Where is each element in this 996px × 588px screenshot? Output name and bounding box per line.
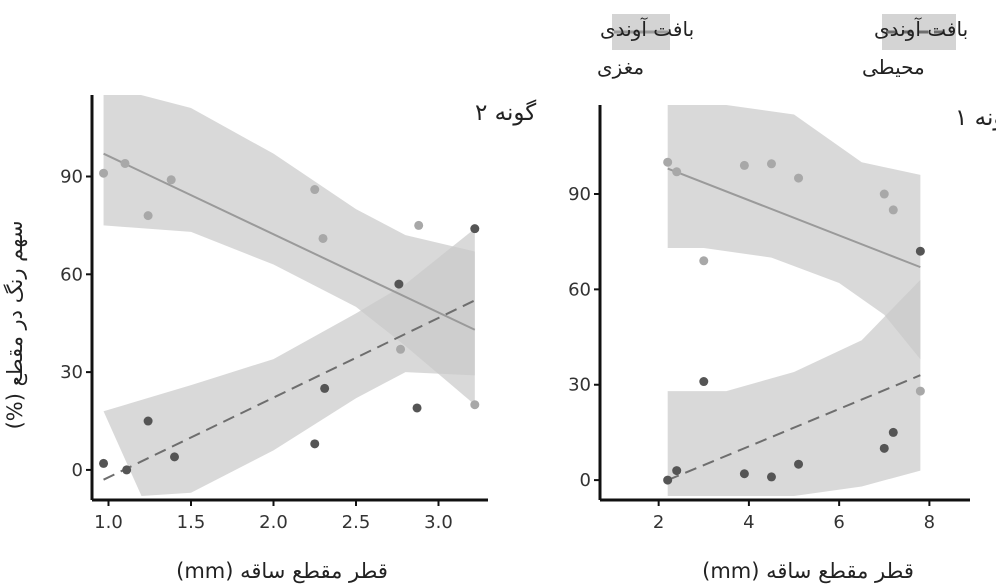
data-point-peripheral xyxy=(394,279,404,289)
data-point-peripheral xyxy=(699,377,709,387)
fit-line-peripheral xyxy=(667,374,921,482)
fit-line-peripheral xyxy=(103,299,476,481)
data-point-peripheral xyxy=(99,458,109,468)
data-point-medullary xyxy=(396,344,406,354)
data-point-medullary xyxy=(414,220,424,230)
x-tick-label: 1.0 xyxy=(94,512,123,533)
data-point-peripheral xyxy=(663,475,673,485)
y-tick-label: 90 xyxy=(568,184,591,205)
confidence-band-medullary xyxy=(667,105,921,360)
legend-label-peripheral-line1: بافت آوندی xyxy=(874,16,968,41)
y-tick-label: 90 xyxy=(60,167,83,188)
data-point-peripheral xyxy=(122,465,132,475)
data-point-peripheral xyxy=(470,224,480,234)
data-point-peripheral xyxy=(879,443,889,453)
x-axis-label-species-2: قطر مقطع ساقه (mm) xyxy=(176,559,388,583)
y-tick-label: 0 xyxy=(580,470,591,491)
data-point-medullary xyxy=(672,167,682,177)
y-tick-label: 30 xyxy=(568,375,591,396)
data-point-peripheral xyxy=(888,427,898,437)
panel-species-2: 0 30 60 90 1.0 1.5 2.0 2.5 3.0 xyxy=(60,95,488,533)
x-tick-label: 2.0 xyxy=(259,512,288,533)
data-point-medullary xyxy=(879,189,889,199)
panel-title-species-1: گونه ۱ xyxy=(955,104,996,131)
fit-line-medullary xyxy=(103,152,476,331)
data-point-medullary xyxy=(739,160,749,170)
x-tick-label: 8 xyxy=(924,512,935,533)
data-point-medullary xyxy=(99,168,109,178)
data-point-medullary xyxy=(663,157,673,167)
legend: بافت آوندی مغزی بافت آوندی محیطی xyxy=(597,14,968,79)
y-tick-label: 60 xyxy=(568,279,591,300)
data-point-peripheral xyxy=(672,466,682,476)
y-axis-label: سهم رنگ در مقطع (%) xyxy=(3,221,28,430)
legend-label-medullary-line1: بافت آوندی xyxy=(600,16,694,41)
legend-label-medullary-line2: مغزی xyxy=(597,55,644,79)
data-point-medullary xyxy=(915,386,925,396)
data-point-medullary xyxy=(143,211,153,221)
data-point-medullary xyxy=(888,205,898,215)
y-tick-label: 0 xyxy=(72,460,83,481)
data-point-medullary xyxy=(120,158,130,168)
x-tick-label: 4 xyxy=(743,512,754,533)
plot-area xyxy=(663,105,925,496)
data-point-medullary xyxy=(794,173,804,183)
x-axis-label-species-1: قطر مقطع ساقه (mm) xyxy=(702,559,914,583)
data-point-peripheral xyxy=(739,469,749,479)
legend-label-peripheral-line2: محیطی xyxy=(862,55,925,79)
data-point-medullary xyxy=(699,256,709,266)
data-point-medullary xyxy=(470,400,480,410)
plot-area xyxy=(99,95,480,496)
data-point-peripheral xyxy=(412,403,422,413)
x-tick-label: 3.0 xyxy=(424,512,453,533)
panel-title-species-2: گونه ۲ xyxy=(475,99,536,126)
data-point-peripheral xyxy=(320,383,330,393)
data-point-peripheral xyxy=(170,452,179,462)
confidence-band-peripheral xyxy=(667,279,921,496)
data-point-peripheral xyxy=(915,246,925,256)
y-tick-label: 30 xyxy=(60,362,83,383)
data-point-peripheral xyxy=(794,459,804,469)
data-point-medullary xyxy=(310,185,320,195)
data-point-medullary xyxy=(166,175,176,185)
y-tick-label: 60 xyxy=(60,264,83,285)
fit-line-medullary xyxy=(667,167,921,269)
data-point-peripheral xyxy=(143,416,153,426)
data-point-peripheral xyxy=(766,472,776,482)
confidence-band-peripheral xyxy=(103,228,475,496)
x-tick-label: 1.5 xyxy=(177,512,206,533)
data-point-peripheral xyxy=(310,439,320,449)
data-point-medullary xyxy=(766,159,776,169)
data-point-medullary xyxy=(318,233,328,243)
x-tick-label: 6 xyxy=(833,512,844,533)
panel-species-1: 0 30 60 90 2 4 6 8 xyxy=(568,105,970,533)
x-tick-label: 2.5 xyxy=(342,512,371,533)
x-tick-label: 2 xyxy=(653,512,664,533)
